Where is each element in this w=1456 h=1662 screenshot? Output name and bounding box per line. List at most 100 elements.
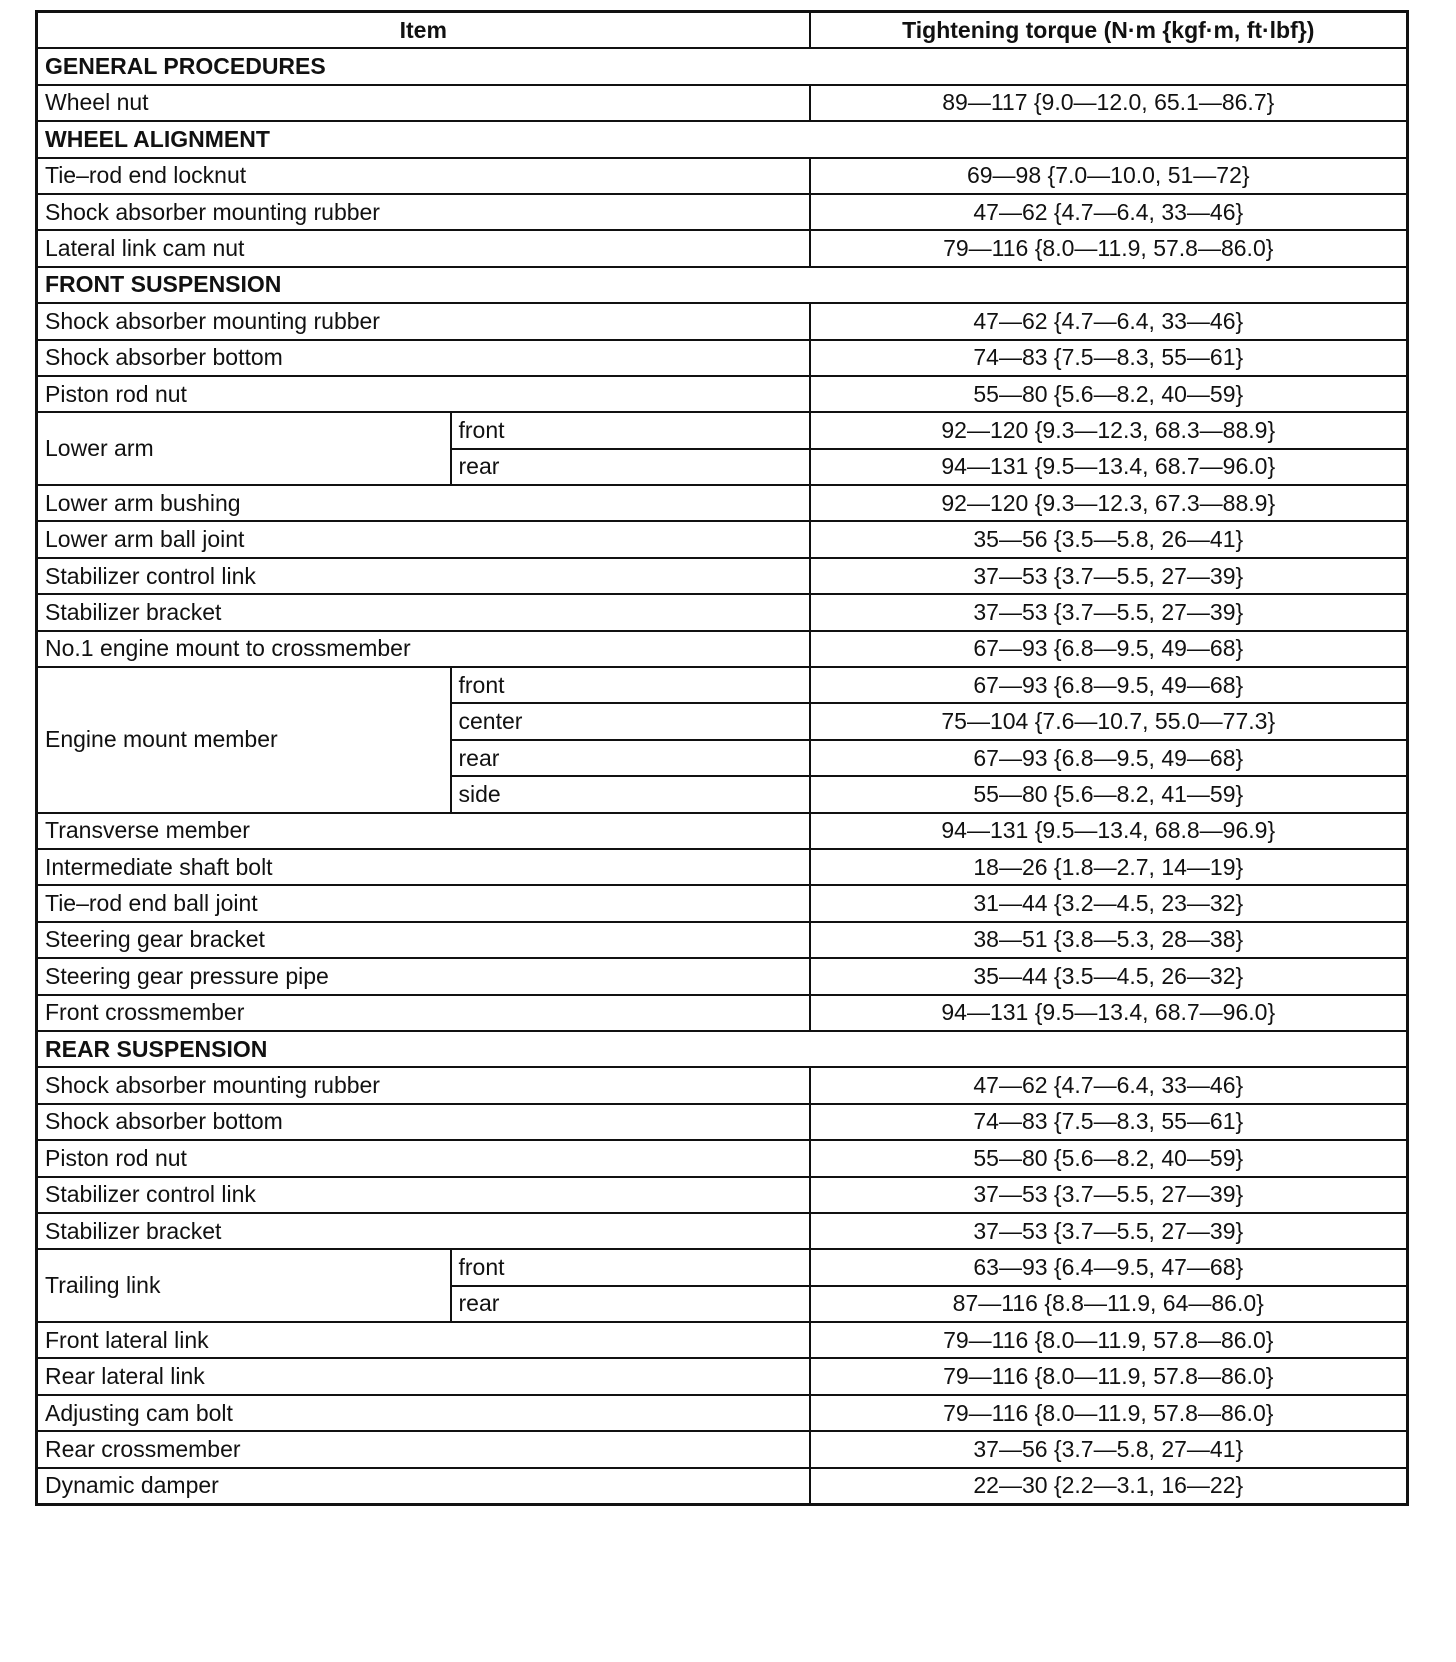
section-title: REAR SUSPENSION <box>35 1029 1409 1069</box>
torque-value: 94—131 {9.5—13.4, 68.7—96.0} <box>808 447 1409 487</box>
torque-value: 79—116 {8.0—11.9, 57.8—86.0} <box>808 1357 1409 1396</box>
table-row: Lower arm bushing 92—120 {9.3—12.3, 67.3—… <box>35 484 1409 523</box>
table-row: No.1 engine mount to crossmember 67—93 {6… <box>35 629 1409 669</box>
item-name: Engine mount member <box>35 666 452 814</box>
item-name: Stabilizer bracket <box>35 1211 811 1251</box>
torque-value: 94—131 {9.5—13.4, 68.7—96.0} <box>808 993 1409 1032</box>
sub-item-name: rear <box>449 738 811 778</box>
table-row: Tie–rod end ball joint 31—44 {3.2—4.5, 23… <box>35 884 1409 923</box>
item-name: Adjusting cam bolt <box>35 1393 811 1433</box>
item-name: Dynamic damper <box>35 1466 811 1506</box>
torque-value: 35—56 {3.5—5.8, 26—41} <box>808 520 1409 559</box>
table-row: Stabilizer bracket 37—53 {3.7—5.5, 27—39} <box>35 1211 1409 1251</box>
item-name: Steering gear pressure pipe <box>35 957 811 996</box>
item-name: Rear crossmember <box>35 1430 811 1469</box>
item-name: Piston rod nut <box>35 374 811 414</box>
sub-item-name: front <box>449 1248 811 1287</box>
torque-value: 67—93 {6.8—9.5, 49—68} <box>808 666 1409 705</box>
torque-value: 79—116 {8.0—11.9, 57.8—86.0} <box>808 1321 1409 1360</box>
section-title: GENERAL PROCEDURES <box>35 47 1409 86</box>
torque-header: Tightening torque (N·m {kgf·m, ft·lbf}) <box>808 10 1409 50</box>
torque-value: 37—53 {3.7—5.5, 27—39} <box>808 1175 1409 1214</box>
torque-value: 37—53 {3.7—5.5, 27—39} <box>808 556 1409 596</box>
item-name: Shock absorber bottom <box>35 1102 811 1142</box>
torque-value: 37—53 {3.7—5.5, 27—39} <box>808 593 1409 632</box>
table-row: rear 87—116 {8.8—11.9, 64—86.0} <box>37 1284 1409 1324</box>
item-name: Rear lateral link <box>35 1357 811 1396</box>
section-title: WHEEL ALIGNMENT <box>35 120 1409 159</box>
table-row: Adjusting cam bolt 79—116 {8.0—11.9, 57.8… <box>35 1393 1409 1433</box>
torque-value: 18—26 {1.8—2.7, 14—19} <box>808 847 1409 887</box>
torque-value: 74—83 {7.5—8.3, 55—61} <box>808 338 1409 377</box>
item-name: Tie–rod end locknut <box>35 156 811 195</box>
item-name: Lateral link cam nut <box>35 229 811 268</box>
table-row: Lateral link cam nut 79—116 {8.0—11.9, 57… <box>35 229 1409 268</box>
item-name: Wheel nut <box>35 83 811 123</box>
table-row: Shock absorber mounting rubber 47—62 {4.7… <box>35 192 1409 232</box>
torque-value: 31—44 {3.2—4.5, 23—32} <box>808 884 1409 923</box>
sub-item-name: side <box>449 775 811 814</box>
table-row: Tie–rod end locknut 69—98 {7.0—10.0, 51—7… <box>35 156 1409 195</box>
torque-value: 89—117 {9.0—12.0, 65.1—86.7} <box>808 83 1409 123</box>
torque-value: 92—120 {9.3—12.3, 67.3—88.9} <box>808 484 1409 523</box>
table-row: Front lateral link 79—116 {8.0—11.9, 57.8… <box>35 1321 1409 1360</box>
table-row: Transverse member 94—131 {9.5—13.4, 68.8—… <box>35 811 1409 850</box>
table-row: Steering gear bracket 38—51 {3.8—5.3, 28—… <box>35 920 1409 960</box>
item-name: Piston rod nut <box>35 1139 811 1178</box>
table-row: Intermediate shaft bolt 18—26 {1.8—2.7, 1… <box>35 847 1409 887</box>
table-row: Steering gear pressure pipe 35—44 {3.5—4.… <box>35 957 1409 996</box>
table-row: rear 67—93 {6.8—9.5, 49—68} <box>37 738 1409 778</box>
table-row: Stabilizer control link 37—53 {3.7—5.5, 2… <box>35 1175 1409 1214</box>
item-name: Steering gear bracket <box>35 920 811 960</box>
item-name: Transverse member <box>35 811 811 850</box>
table-row: Lower arm front 92—120 {9.3—12.3, 68.3—88.… <box>35 411 1409 487</box>
torque-value: 47—62 {4.7—6.4, 33—46} <box>808 192 1409 232</box>
item-name: Stabilizer bracket <box>35 593 811 632</box>
section-row: WHEEL ALIGNMENT <box>35 120 1409 159</box>
table-row: side 55—80 {5.6—8.2, 41—59} <box>37 775 1409 814</box>
table-row: Stabilizer control link 37—53 {3.7—5.5, 2… <box>35 556 1409 596</box>
table-row: Stabilizer bracket 37—53 {3.7—5.5, 27—39} <box>35 593 1409 632</box>
table-row: rear 94—131 {9.5—13.4, 68.7—96.0} <box>37 447 1409 487</box>
section-row: GENERAL PROCEDURES <box>35 47 1409 86</box>
torque-value: 92—120 {9.3—12.3, 68.3—88.9} <box>808 411 1409 450</box>
item-name: Lower arm ball joint <box>35 520 811 559</box>
torque-value: 94—131 {9.5—13.4, 68.8—96.9} <box>808 811 1409 850</box>
item-name: Tie–rod end ball joint <box>35 884 811 923</box>
header-row: Item Tightening torque (N·m {kgf·m, ft·l… <box>35 10 1409 50</box>
torque-value: 67—93 {6.8—9.5, 49—68} <box>808 738 1409 778</box>
section-title: FRONT SUSPENSION <box>35 265 1409 305</box>
torque-value: 47—62 {4.7—6.4, 33—46} <box>808 302 1409 341</box>
torque-value: 37—53 {3.7—5.5, 27—39} <box>808 1211 1409 1251</box>
table-row: Rear lateral link 79—116 {8.0—11.9, 57.8—… <box>35 1357 1409 1396</box>
table-row: Engine mount member front 67—93 {6.8—9.5, … <box>35 666 1409 814</box>
table-row: center 75—104 {7.6—10.7, 55.0—77.3} <box>37 702 1409 741</box>
table-row: Wheel nut 89—117 {9.0—12.0, 65.1—86.7} <box>35 83 1409 123</box>
torque-table: Item Tightening torque (N·m {kgf·m, ft·l… <box>35 10 1410 1507</box>
torque-value: 37—56 {3.7—5.8, 27—41} <box>808 1430 1409 1469</box>
item-header: Item <box>35 10 811 50</box>
table-row: Shock absorber mounting rubber 47—62 {4.7… <box>35 302 1409 341</box>
item-name: Front lateral link <box>35 1321 811 1360</box>
torque-value: 69—98 {7.0—10.0, 51—72} <box>808 156 1409 195</box>
item-name: Shock absorber mounting rubber <box>35 192 811 232</box>
sub-item-name: center <box>449 702 811 741</box>
item-name: Trailing link <box>35 1248 452 1324</box>
table-row: Piston rod nut 55—80 {5.6—8.2, 40—59} <box>35 374 1409 414</box>
sub-item-name: front <box>449 666 811 705</box>
torque-value: 67—93 {6.8—9.5, 49—68} <box>808 629 1409 669</box>
torque-value: 74—83 {7.5—8.3, 55—61} <box>808 1102 1409 1142</box>
table-row: Lower arm ball joint 35—56 {3.5—5.8, 26—4… <box>35 520 1409 559</box>
torque-value: 75—104 {7.6—10.7, 55.0—77.3} <box>808 702 1409 741</box>
item-name: Intermediate shaft bolt <box>35 847 811 887</box>
item-name: Lower arm bushing <box>35 484 811 523</box>
item-name: Stabilizer control link <box>35 1175 811 1214</box>
item-name: Shock absorber bottom <box>35 338 811 377</box>
item-name: Shock absorber mounting rubber <box>35 302 811 341</box>
item-name: Stabilizer control link <box>35 556 811 596</box>
torque-value: 87—116 {8.8—11.9, 64—86.0} <box>808 1284 1409 1324</box>
table-row: Trailing link front 63—93 {6.4—9.5, 47—68} <box>35 1248 1409 1324</box>
torque-value: 79—116 {8.0—11.9, 57.8—86.0} <box>808 229 1409 268</box>
table-row: Rear crossmember 37—56 {3.7—5.8, 27—41} <box>35 1430 1409 1469</box>
torque-value: 55—80 {5.6—8.2, 40—59} <box>808 374 1409 414</box>
